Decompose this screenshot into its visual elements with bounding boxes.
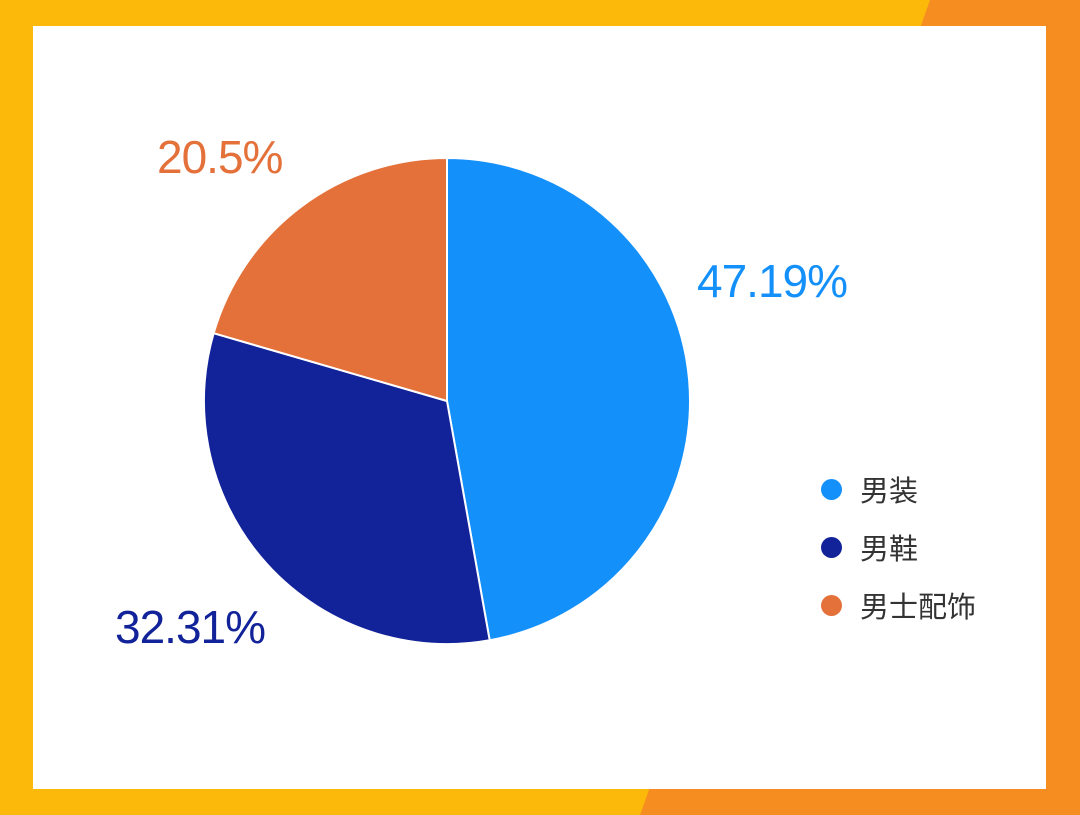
- pie-slice-mens-accessories: [212, 156, 448, 403]
- data-label-mens-accessories: 20.5%: [157, 131, 283, 183]
- chart-card: 47.19% 32.31% 20.5% 男装 男鞋 男士配饰: [33, 26, 1046, 789]
- pie-slices: [203, 156, 691, 645]
- legend-swatch: [821, 594, 842, 616]
- legend-label: 男装: [860, 474, 919, 508]
- legend-item-mens-accessories: 男士配饰: [821, 576, 976, 634]
- legend-item-menswear: 男装: [821, 460, 976, 518]
- legend-label: 男士配饰: [860, 590, 977, 624]
- data-label-menswear: 47.19%: [697, 255, 848, 307]
- pie-slice-menswear: [446, 156, 691, 642]
- pie-slice-mens-shoes: [203, 331, 491, 645]
- legend-swatch: [821, 478, 842, 500]
- legend-item-mens-shoes: 男鞋: [821, 518, 976, 576]
- pie-chart: [203, 156, 691, 645]
- legend-label: 男鞋: [860, 532, 919, 566]
- legend: 男装 男鞋 男士配饰: [821, 460, 976, 634]
- data-label-mens-shoes: 32.31%: [115, 601, 266, 653]
- legend-swatch: [821, 536, 842, 558]
